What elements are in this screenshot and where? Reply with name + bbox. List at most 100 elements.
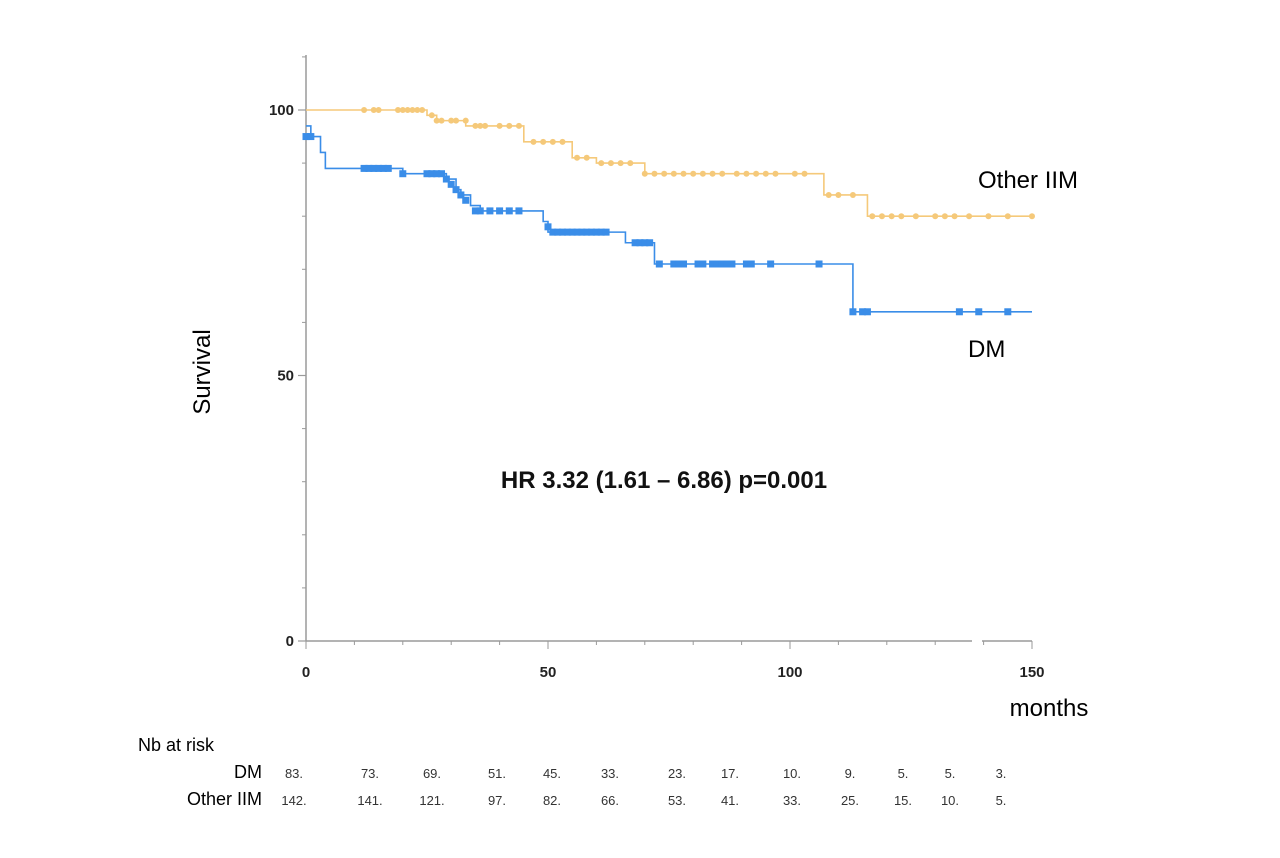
y-tick-label: 50 — [277, 368, 294, 385]
censor-mark-dm — [975, 308, 983, 316]
censor-mark-dm — [767, 260, 775, 268]
risk-table-title: Nb at risk — [138, 735, 215, 755]
censor-mark-dm — [549, 228, 557, 236]
censor-mark-other-iim — [496, 122, 503, 129]
censor-mark-other-iim — [753, 170, 760, 177]
series-line-other-iim — [306, 109, 1032, 217]
risk-values: 83. 73. 69. 51. 45. 33. 23. 17. 10. 9. 5. 5. 3. 142. 1… — [281, 766, 1006, 808]
censor-mark-other-iim — [772, 170, 779, 177]
censor-mark-other-iim — [515, 122, 522, 129]
censor-mark-dm — [718, 260, 726, 268]
censor-mark-other-iim — [559, 138, 566, 145]
censor-mark-other-iim — [966, 213, 973, 220]
censor-mark-dm — [747, 260, 755, 268]
censor-mark-dm — [457, 191, 465, 199]
censor-mark-other-iim — [627, 160, 634, 167]
risk-value: 10. — [941, 793, 959, 808]
censor-mark-other-iim — [361, 107, 368, 113]
censor-mark-other-iim — [448, 117, 455, 124]
risk-value: 69. — [423, 766, 441, 781]
censor-mark-dm — [452, 186, 460, 194]
censor-mark-other-iim — [898, 213, 905, 220]
censor-mark-other-iim — [462, 117, 469, 124]
censor-mark-other-iim — [404, 107, 411, 113]
censor-mark-dm — [713, 260, 721, 268]
censor-mark-other-iim — [951, 213, 958, 220]
risk-value: 33. — [783, 793, 801, 808]
censor-mark-other-iim — [433, 117, 440, 124]
censor-mark-other-iim — [375, 107, 382, 113]
censor-mark-dm — [631, 239, 639, 247]
x-axis-title: months — [1010, 695, 1089, 722]
axes — [305, 55, 1032, 642]
censor-mark-dm — [670, 260, 678, 268]
censor-mark-dm — [723, 260, 731, 268]
censor-mark-dm — [476, 207, 484, 215]
censor-mark-other-iim — [733, 170, 740, 177]
censor-mark-dm — [694, 260, 702, 268]
risk-value: 33. — [601, 766, 619, 781]
censor-mark-other-iim — [506, 122, 513, 129]
risk-value: 5. — [945, 766, 956, 781]
risk-value: 5. — [996, 793, 1007, 808]
censor-mark-dm — [815, 260, 823, 268]
censor-mark-dm — [655, 260, 663, 268]
censor-mark-other-iim — [394, 107, 401, 113]
censor-mark-other-iim — [849, 191, 856, 198]
censor-mark-other-iim — [651, 170, 658, 177]
censor-mark-other-iim — [641, 170, 648, 177]
censor-mark-dm — [399, 170, 407, 178]
risk-value: 97. — [488, 793, 506, 808]
censor-mark-other-iim — [482, 122, 489, 129]
series-line-dm — [306, 125, 1032, 313]
censor-mark-other-iim — [399, 107, 406, 113]
risk-value: 142. — [281, 793, 306, 808]
censor-mark-dm — [646, 239, 654, 247]
censor-mark-other-iim — [419, 107, 426, 113]
censor-mark-other-iim — [477, 122, 484, 129]
censor-mark-dm — [515, 207, 523, 215]
censor-mark-dm — [680, 260, 688, 268]
censor-mark-other-iim — [801, 170, 808, 177]
censor-mark-dm — [447, 180, 455, 188]
censor-mark-dm — [597, 228, 605, 236]
risk-value: 9. — [845, 766, 856, 781]
censor-mark-other-iim — [438, 117, 445, 124]
censor-layer — [302, 107, 1035, 316]
risk-table: Nb at risk DM Other IIM 83. 73. 69. 51. 45. 3… — [138, 735, 1006, 809]
censor-mark-dm — [442, 175, 450, 183]
censor-mark-other-iim — [574, 154, 581, 161]
y-tick-label: 0 — [286, 633, 294, 650]
censor-mark-other-iim — [598, 160, 605, 167]
censor-mark-other-iim — [743, 170, 750, 177]
plot-area: 0 50 100 150 0 50 100 — [269, 55, 1045, 681]
censor-mark-other-iim — [670, 170, 677, 177]
censor-mark-dm — [699, 260, 707, 268]
censor-mark-other-iim — [719, 170, 726, 177]
censor-mark-other-iim — [549, 138, 556, 145]
x-tick-label: 50 — [540, 664, 557, 681]
censor-mark-dm — [423, 170, 431, 178]
censor-mark-other-iim — [617, 160, 624, 167]
risk-row-label-other-iim: Other IIM — [187, 789, 262, 809]
censor-mark-dm — [365, 164, 373, 172]
censor-mark-dm — [544, 223, 552, 231]
censor-mark-dm — [462, 196, 470, 204]
risk-value: 41. — [721, 793, 739, 808]
risk-value: 51. — [488, 766, 506, 781]
censor-mark-other-iim — [1004, 213, 1011, 220]
hr-annotation: HR 3.32 (1.61 – 6.86) p=0.001 — [501, 467, 827, 494]
censor-mark-other-iim — [583, 154, 590, 161]
censor-mark-other-iim — [370, 107, 377, 113]
risk-value: 66. — [601, 793, 619, 808]
censor-mark-other-iim — [540, 138, 547, 145]
risk-value: 3. — [996, 766, 1007, 781]
series-label-dm: DM — [968, 336, 1005, 363]
x-tick-label: 100 — [777, 664, 802, 681]
censor-mark-dm — [583, 228, 591, 236]
censor-mark-other-iim — [530, 138, 537, 145]
censor-mark-other-iim — [825, 191, 832, 198]
x-tick-label: 0 — [302, 664, 310, 681]
risk-value: 17. — [721, 766, 739, 781]
censor-mark-dm — [486, 207, 494, 215]
